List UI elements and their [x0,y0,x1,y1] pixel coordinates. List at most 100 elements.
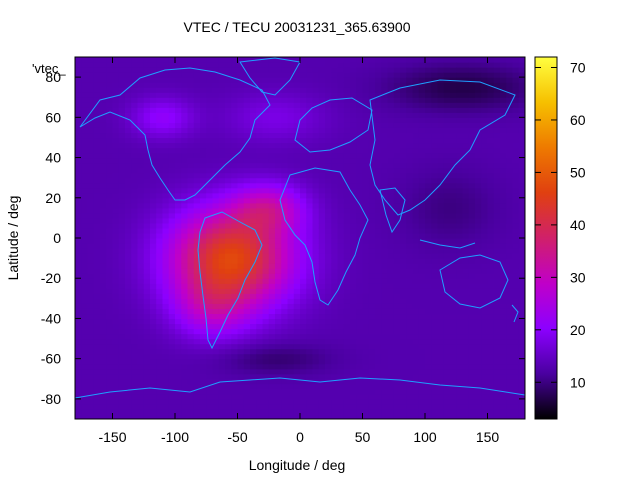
heatmap-cell [287,217,295,224]
heatmap-cell [156,308,164,315]
heatmap-cell [406,107,414,113]
heatmap-cell [118,122,126,128]
heatmap-cell [375,403,382,410]
heatmap-cell [118,157,126,164]
heatmap-cell [143,303,151,309]
heatmap-cell [468,323,476,330]
heatmap-cell [150,167,157,174]
heatmap-cell [112,92,120,98]
heatmap-cell [87,253,95,259]
heatmap-cell [500,207,507,214]
heatmap-cell [143,207,151,214]
heatmap-cell [100,232,107,239]
heatmap-cell [418,378,426,385]
heatmap-cell [225,303,232,309]
heatmap-cell [418,132,426,139]
heatmap-cell [287,328,295,335]
heatmap-cell [218,197,226,204]
heatmap-cell [368,97,376,103]
heatmap-cell [156,122,164,128]
heatmap-cell [343,243,351,249]
heatmap-cell [256,207,264,214]
heatmap-cell [306,92,314,98]
heatmap-cell [350,187,357,194]
heatmap-cell [418,102,426,108]
heatmap-cell [493,232,501,239]
heatmap-cell [343,167,351,174]
heatmap-cell [381,413,389,419]
heatmap-cell [406,217,414,224]
heatmap-cell [250,212,257,219]
heatmap-cell [331,147,339,154]
heatmap-cell [275,388,282,395]
heatmap-cell [425,107,432,113]
heatmap-cell [368,408,376,415]
heatmap-cell [225,243,232,249]
heatmap-cell [75,157,82,164]
heatmap-cell [112,288,120,294]
heatmap-cell [225,288,232,294]
heatmap-cell [156,97,164,103]
heatmap-cell [325,328,332,335]
heatmap-cell [318,112,326,118]
heatmap-cell [375,313,382,320]
heatmap-cell [112,117,120,123]
heatmap-cell [231,403,239,410]
heatmap-cell [356,413,364,419]
heatmap-cell [112,142,120,149]
heatmap-cell [493,248,501,254]
heatmap-cell [475,353,482,360]
heatmap-cell [168,62,176,68]
heatmap-cell [325,298,332,304]
heatmap-cell [125,227,132,234]
heatmap-cell [100,87,107,93]
heatmap-cell [487,172,495,179]
heatmap-cell [250,303,257,309]
heatmap-cell [143,97,151,103]
heatmap-cell [400,378,407,385]
heatmap-cell [75,293,82,299]
heatmap-cell [75,102,82,108]
heatmap-cell [193,62,201,68]
heatmap-cell [200,388,207,395]
heatmap-cell [312,373,320,380]
heatmap-cell [493,147,501,154]
heatmap-cell [162,207,170,214]
heatmap-cell [450,92,457,98]
heatmap-cell [106,232,114,239]
heatmap-cell [387,303,395,309]
heatmap-cell [481,217,489,224]
heatmap-cell [325,182,332,189]
heatmap-cell [475,187,482,194]
heatmap-cell [87,248,95,254]
heatmap-cell [150,197,157,204]
heatmap-cell [100,398,107,405]
heatmap-cell [500,102,507,108]
heatmap-cell [350,67,357,73]
heatmap-cell [325,323,332,330]
heatmap-cell [400,87,407,93]
heatmap-cell [368,313,376,320]
heatmap-cell [206,373,214,380]
heatmap-cell [418,177,426,184]
heatmap-cell [325,413,332,419]
heatmap-cell [381,333,389,340]
heatmap-cell [268,338,276,345]
heatmap-cell [268,308,276,315]
heatmap-cell [337,137,345,144]
heatmap-cell [150,343,157,350]
heatmap-cell [437,333,445,340]
heatmap-cell [156,212,164,219]
heatmap-cell [437,388,445,395]
heatmap-cell [443,278,451,284]
heatmap-cell [481,137,489,144]
heatmap-cell [368,177,376,184]
heatmap-cell [400,303,407,309]
heatmap-cell [306,293,314,299]
heatmap-cell [406,328,414,335]
heatmap-cell [500,313,507,320]
heatmap-cell [418,243,426,249]
heatmap-cell [268,333,276,340]
heatmap-cell [175,127,182,134]
heatmap-cell [150,398,157,405]
